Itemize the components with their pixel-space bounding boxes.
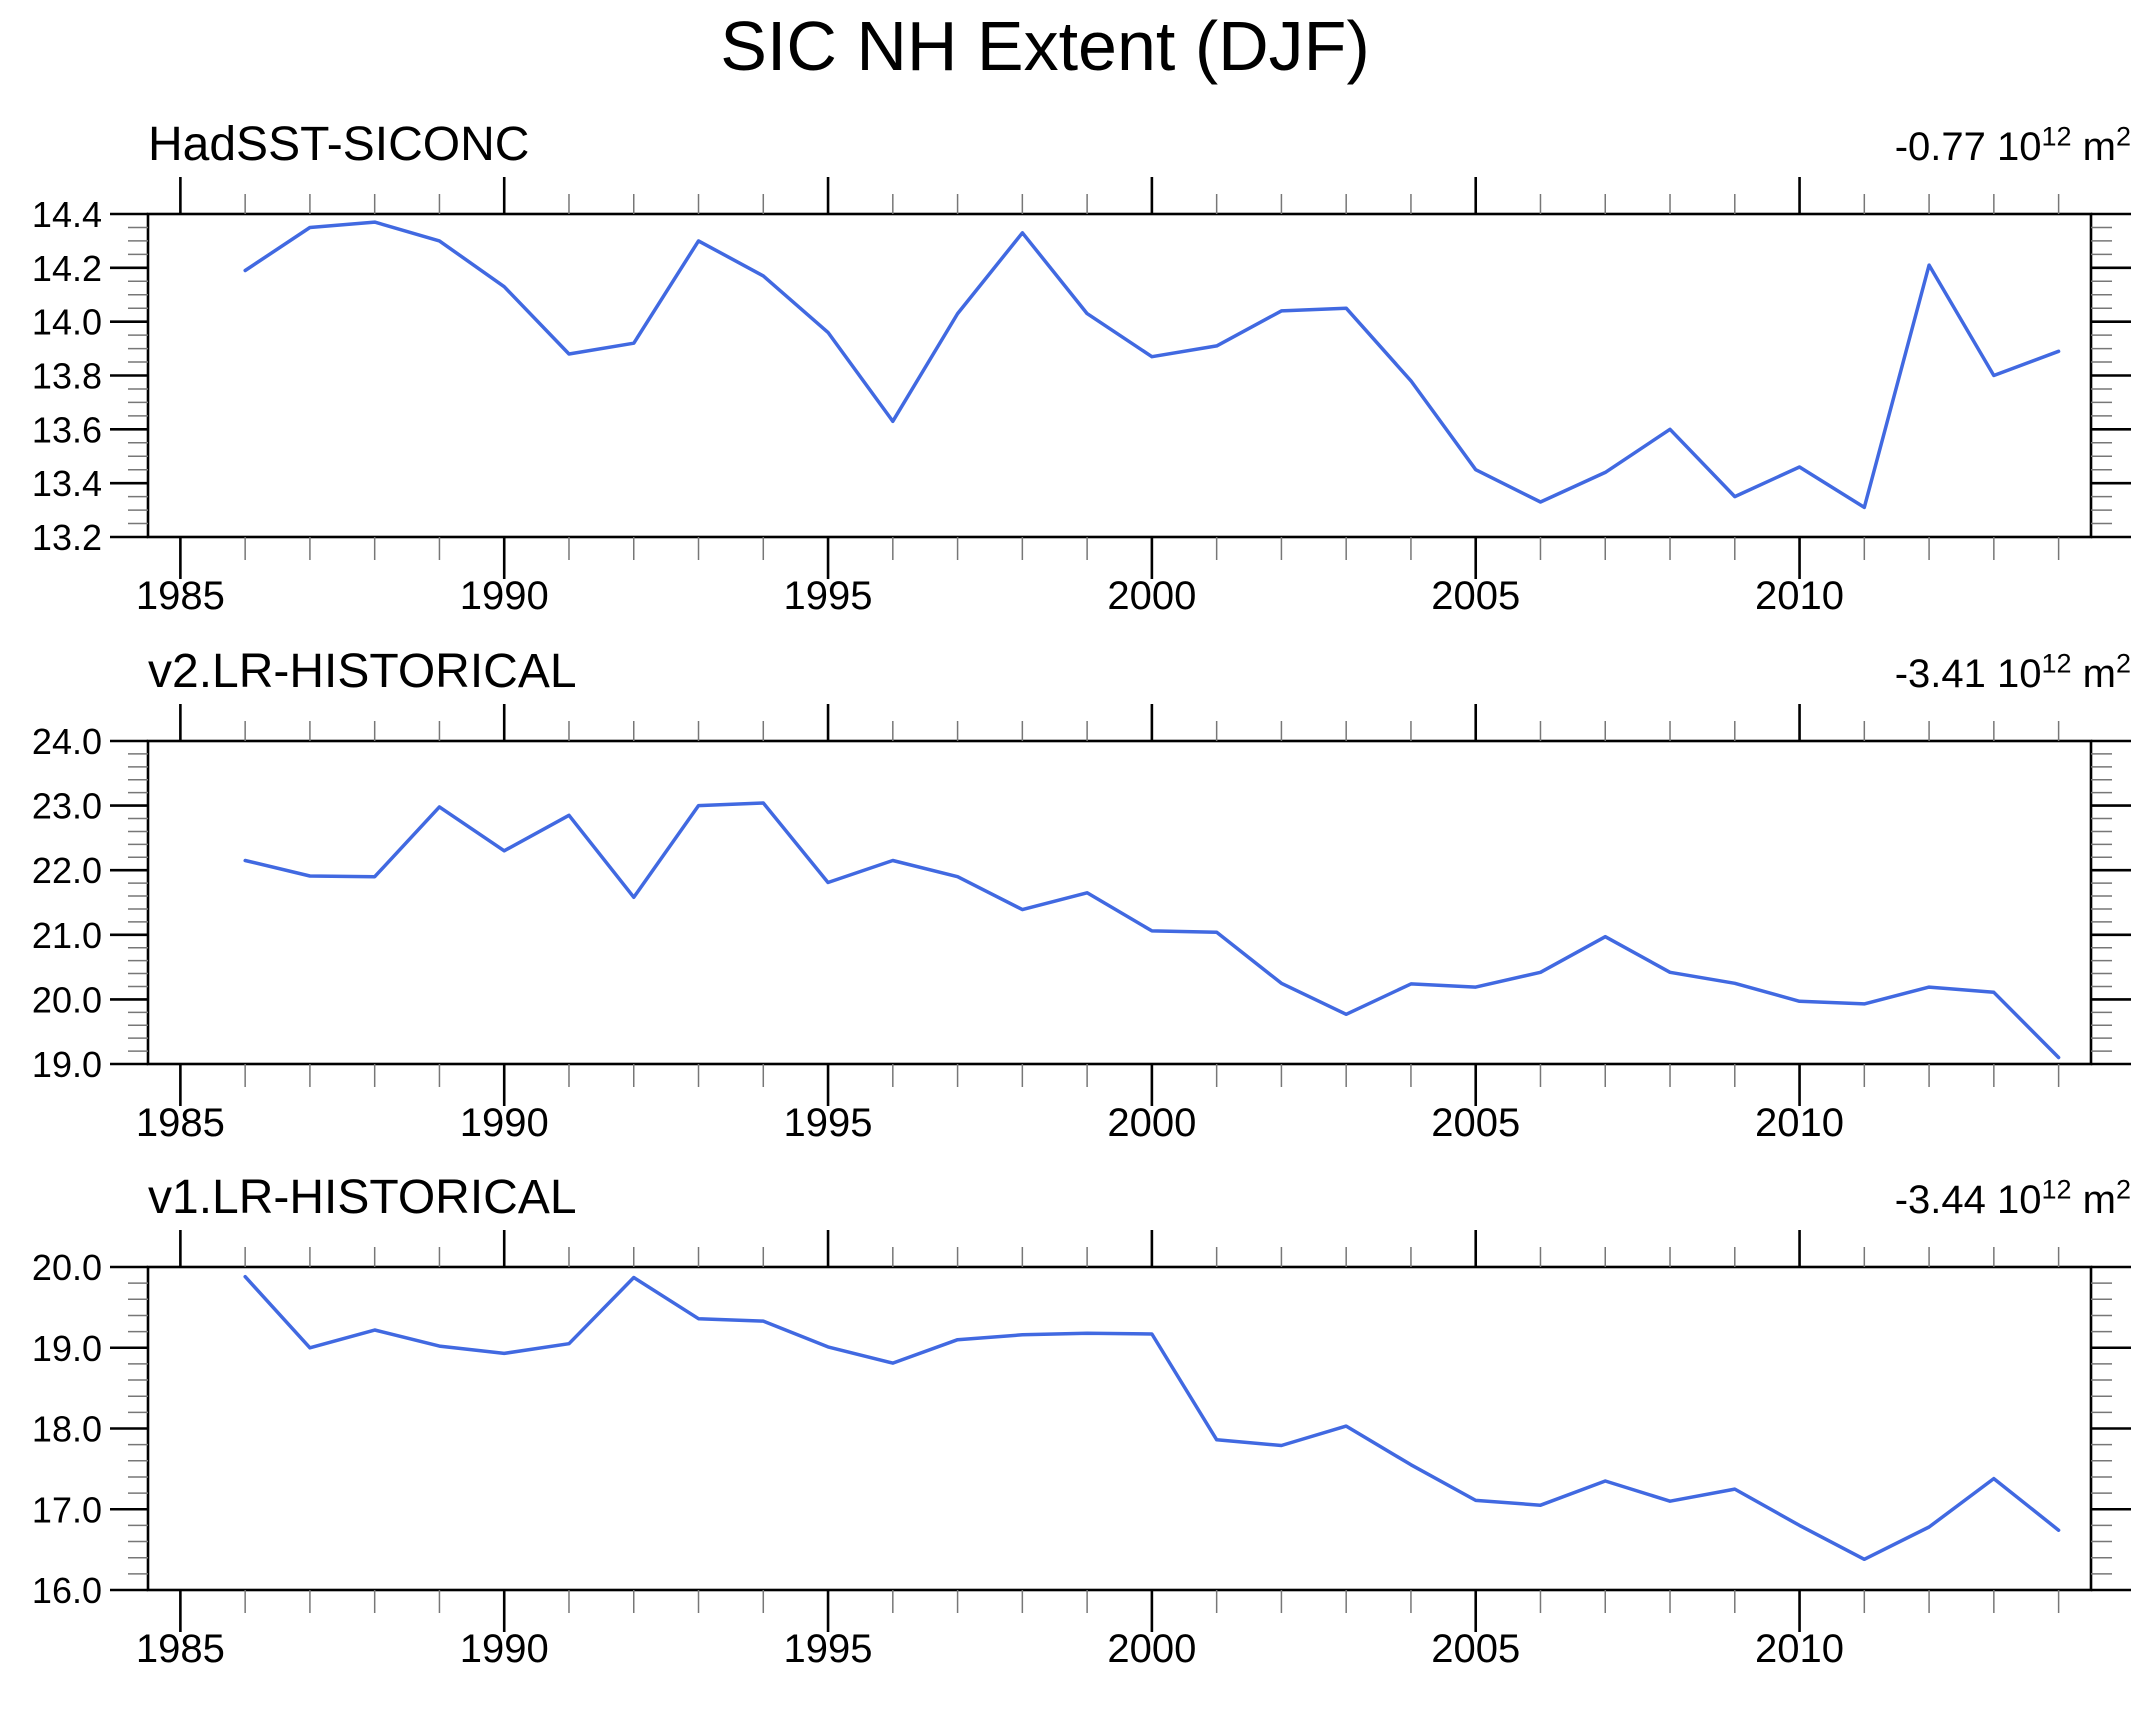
trend-unit-exponent: 2	[2115, 648, 2131, 679]
svg-text:2010: 2010	[1755, 1101, 1844, 1145]
panel-3-label: v1.LR-HISTORICAL	[148, 1171, 577, 1224]
svg-text:2005: 2005	[1431, 574, 1520, 618]
trend-unit-exponent: 2	[2115, 121, 2131, 152]
svg-text:16.0: 16.0	[32, 1570, 102, 1611]
svg-text:1985: 1985	[136, 1101, 225, 1145]
svg-text:14.4: 14.4	[32, 194, 102, 235]
trend-value: -3.44	[1894, 1178, 1986, 1222]
trend-unit: m	[2071, 125, 2116, 169]
svg-text:1995: 1995	[784, 1101, 873, 1145]
panel-header-1: HadSST-SICONC -0.77 1012 m2	[148, 117, 2131, 172]
svg-text:13.6: 13.6	[32, 409, 102, 450]
svg-text:1985: 1985	[136, 574, 225, 618]
panel-1-label: HadSST-SICONC	[148, 118, 530, 171]
trend-value: -0.77	[1894, 125, 1986, 169]
panel-2-trend-annotation: -3.41 1012 m2	[1894, 648, 2131, 697]
trend-base: 10	[1985, 125, 2042, 169]
series-line-2	[243, 801, 2061, 1060]
svg-text:2000: 2000	[1107, 574, 1196, 618]
svg-text:1985: 1985	[136, 1627, 225, 1671]
svg-text:24.0: 24.0	[32, 721, 102, 762]
svg-text:23.0: 23.0	[32, 786, 102, 827]
svg-text:20.0: 20.0	[32, 979, 102, 1020]
svg-text:14.0: 14.0	[32, 302, 102, 343]
svg-text:1990: 1990	[460, 1627, 549, 1671]
svg-text:18.0: 18.0	[32, 1409, 102, 1450]
trend-unit: m	[2071, 652, 2116, 696]
panel-2-label: v2.LR-HISTORICAL	[148, 645, 577, 698]
svg-text:19.0: 19.0	[32, 1044, 102, 1085]
panel-3-trend-annotation: -3.44 1012 m2	[1894, 1174, 2131, 1223]
svg-text:2010: 2010	[1755, 1627, 1844, 1671]
trend-unit: m	[2071, 1178, 2116, 1222]
trend-unit-exponent: 2	[2115, 1174, 2131, 1205]
page-title: SIC NH Extent (DJF)	[720, 7, 1370, 85]
series-line-1	[243, 220, 2061, 510]
trend-base: 10	[1985, 652, 2042, 696]
svg-text:17.0: 17.0	[32, 1489, 102, 1530]
trend-exponent: 12	[2041, 1174, 2072, 1205]
svg-text:19.0: 19.0	[32, 1328, 102, 1369]
trend-exponent: 12	[2041, 648, 2072, 679]
svg-text:2000: 2000	[1107, 1101, 1196, 1145]
svg-text:20.0: 20.0	[32, 1247, 102, 1288]
panel-1-trend-annotation: -0.77 1012 m2	[1894, 121, 2131, 170]
svg-text:1990: 1990	[460, 1101, 549, 1145]
series-line-3	[243, 1274, 2061, 1562]
svg-text:14.2: 14.2	[32, 248, 102, 289]
svg-text:2005: 2005	[1431, 1627, 1520, 1671]
panel-header-3: v1.LR-HISTORICAL -3.44 1012 m2	[148, 1170, 2131, 1225]
svg-text:13.2: 13.2	[32, 517, 102, 558]
svg-text:2005: 2005	[1431, 1101, 1520, 1145]
svg-text:13.4: 13.4	[32, 463, 102, 504]
svg-text:21.0: 21.0	[32, 915, 102, 956]
svg-text:22.0: 22.0	[32, 850, 102, 891]
panel-header-2: v2.LR-HISTORICAL -3.41 1012 m2	[148, 644, 2131, 699]
trend-value: -3.41	[1894, 652, 1986, 696]
svg-text:13.8: 13.8	[32, 356, 102, 397]
svg-text:1995: 1995	[784, 1627, 873, 1671]
trend-exponent: 12	[2041, 121, 2072, 152]
chart-panel-3: 16.0 17.0 18.0 19.0 20.0 1985 1990 1995 2000 2005…	[32, 1230, 2131, 1671]
chart-panel-2: 19.0 20.0 21.0 22.0 23.0 24.0 1985 1990 1995 2000…	[32, 704, 2131, 1145]
svg-text:1990: 1990	[460, 574, 549, 618]
svg-text:1995: 1995	[784, 574, 873, 618]
trend-base: 10	[1985, 1178, 2042, 1222]
svg-text:2010: 2010	[1755, 574, 1844, 618]
chart-panel-1: 13.2 13.4 13.6 13.8 14.0 14.2 14.4 1985 1990 1995…	[32, 177, 2131, 618]
svg-text:2000: 2000	[1107, 1627, 1196, 1671]
